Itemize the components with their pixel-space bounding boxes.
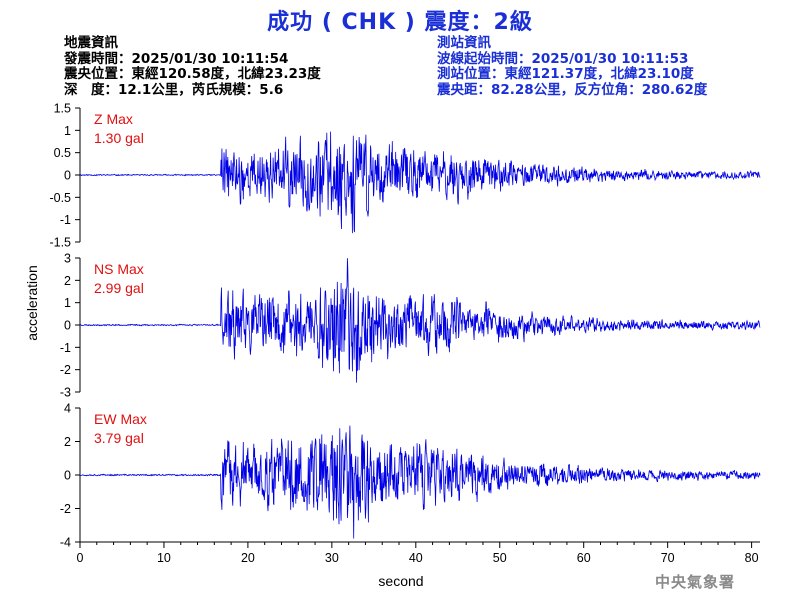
max-title-z: Z Max (94, 111, 133, 127)
max-title-ns: NS Max (94, 261, 144, 277)
y-tick-label: -1.5 (49, 236, 71, 250)
x-tick-label: 0 (77, 551, 84, 565)
panel-ns: -3 -2 -1 0 1 2 3 NS Max 2.99 gal (60, 252, 761, 400)
y-tick-label: 1 (64, 296, 71, 310)
x-tick-label: 10 (157, 551, 171, 565)
x-tick-label: 30 (325, 551, 339, 565)
y-tick-label: 0 (64, 469, 71, 483)
trace-ew (79, 425, 761, 539)
y-tick-label: 4 (64, 402, 71, 416)
y-tick-label: -3 (60, 386, 71, 400)
station-location: 測站位置：東經121.37度，北緯23.10度 (437, 66, 694, 82)
depth-magnitude: 深 度：12.1公里，芮氏規模：5.6 (64, 81, 284, 98)
x-axis-title: second (378, 573, 423, 589)
earthquake-info-heading: 地震資訊 (64, 35, 118, 51)
x-tick-label: 50 (493, 551, 507, 565)
y-tick-label: 0 (64, 319, 71, 333)
y-tick-label: -2 (60, 363, 71, 377)
station-info-heading: 測站資訊 (437, 35, 491, 51)
y-tick-label: 2 (64, 274, 71, 288)
agency-watermark: 中央氣象署 (655, 573, 736, 591)
max-value-z: 1.30 gal (94, 130, 144, 146)
x-axis: 0 10 20 30 40 50 60 70 80 (77, 541, 760, 565)
y-tick-label: -4 (60, 536, 71, 550)
epicentral-distance: 震央距：82.28公里，反方位角：280.62度 (437, 81, 708, 98)
x-tick-label: 70 (661, 551, 675, 565)
epicenter-location: 震央位置：東經120.58度，北緯23.23度 (64, 66, 321, 82)
y-tick-label: 1.5 (54, 102, 71, 116)
waveform-start-time: 波線起始時間：2025/01/30 10:11:53 (437, 50, 689, 67)
y-tick-label: 0.5 (54, 146, 71, 160)
y-tick-label: -1 (60, 213, 71, 227)
origin-time: 發震時間：2025/01/30 10:11:54 (64, 50, 289, 67)
panel-ew: -4 -2 0 2 4 EW Max 3.79 gal (60, 402, 761, 550)
x-tick-label: 40 (409, 551, 423, 565)
trace-z (80, 131, 761, 234)
x-tick-label: 20 (241, 551, 255, 565)
trace-ns (79, 258, 761, 383)
y-tick-label: 2 (64, 435, 71, 449)
seismogram-panels: -1.5 -1 -0.5 0 0.5 1 1.5 Z Max 1.30 gal -3 -2 -1 0 1 2… (49, 102, 761, 550)
chart-title: 成功 ( CHK ) 震度：2級 (267, 10, 533, 35)
panel-z: -1.5 -1 -0.5 0 0.5 1 1.5 Z Max 1.30 gal (49, 102, 761, 250)
y-axis-title: acceleration (24, 265, 40, 341)
y-tick-label: 1 (64, 124, 71, 138)
max-value-ew: 3.79 gal (94, 430, 144, 446)
y-tick-label: 3 (64, 252, 71, 266)
x-tick-label: 60 (577, 551, 591, 565)
station-info: 測站資訊 波線起始時間：2025/01/30 10:11:53 測站位置：東經1… (437, 35, 708, 98)
x-tick-label: 80 (745, 551, 759, 565)
y-tick-label: -2 (60, 502, 71, 516)
max-title-ew: EW Max (94, 411, 147, 427)
y-tick-label: -1 (60, 341, 71, 355)
y-tick-label: -0.5 (49, 191, 71, 205)
earthquake-info: 地震資訊 發震時間：2025/01/30 10:11:54 震央位置：東經120… (64, 35, 321, 98)
max-value-ns: 2.99 gal (94, 280, 144, 296)
y-tick-label: 0 (64, 169, 71, 183)
